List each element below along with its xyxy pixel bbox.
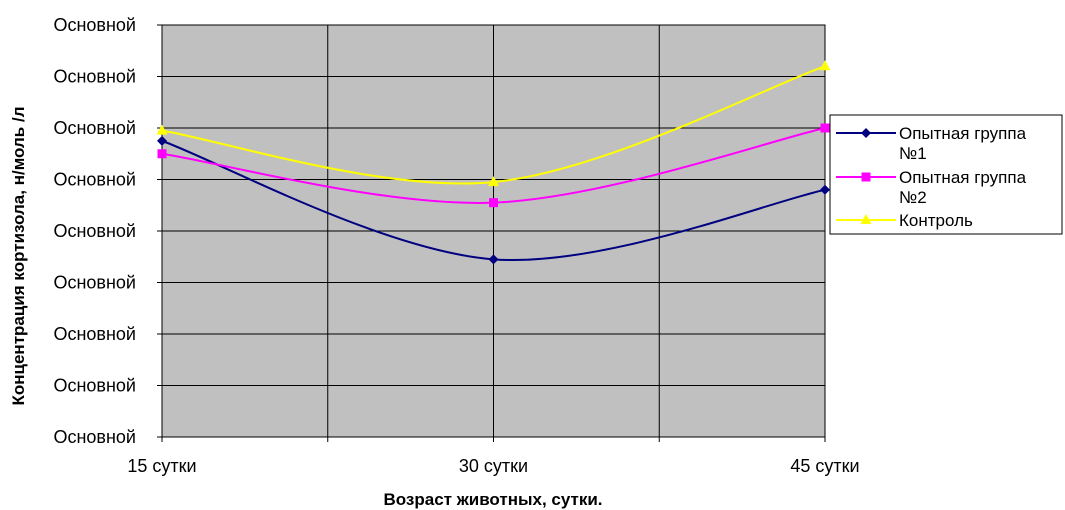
legend-label: Опытная группа №1 <box>899 124 1027 163</box>
x-axis: 15 сутки 30 сутки 45 сутки <box>127 437 860 476</box>
data-point <box>489 198 498 208</box>
x-tick-label: 15 сутки <box>127 456 196 476</box>
y-axis-title: Концентрация кортизола, н/моль /л <box>9 106 28 405</box>
legend-marker <box>861 128 871 138</box>
data-point <box>156 124 168 135</box>
data-point <box>488 254 499 265</box>
legend-item-3: Контроль <box>836 211 973 230</box>
y-tick-label: Основной <box>53 15 136 35</box>
series-2 <box>157 123 830 208</box>
legend: Опытная группа №1 Опытная группа №2 Контроль <box>829 114 1063 235</box>
y-tick-label: Основной <box>53 376 136 396</box>
y-tick-label: Основной <box>53 221 136 241</box>
y-tick-label: Основной <box>53 427 136 447</box>
grid <box>162 25 825 437</box>
x-tick-label: 45 сутки <box>790 456 859 476</box>
legend-item-1: Опытная группа №1 <box>836 124 1027 163</box>
x-axis-title: Возраст животных, сутки. <box>383 490 602 509</box>
series-group <box>156 60 831 265</box>
x-tick-label: 30 сутки <box>459 456 528 476</box>
data-point <box>819 60 831 71</box>
series-3 <box>156 60 831 187</box>
y-tick-label: Основной <box>53 67 136 87</box>
y-tick-label: Основной <box>53 273 136 293</box>
y-tick-label: Основной <box>53 118 136 138</box>
legend-label: Контроль <box>899 211 973 230</box>
data-point <box>157 135 167 146</box>
y-axis: Основной Основной Основной Основной Основной… <box>53 15 162 447</box>
data-point <box>157 149 167 159</box>
legend-marker <box>860 214 872 224</box>
data-point <box>820 123 830 133</box>
y-tick-label: Основной <box>53 324 136 344</box>
legend-label: Опытная группа №2 <box>899 168 1027 207</box>
legend-marker <box>861 172 871 182</box>
series-1 <box>157 135 830 265</box>
legend-item-2: Опытная группа №2 <box>836 168 1027 207</box>
data-point <box>488 176 499 187</box>
y-tick-label: Основной <box>53 170 136 190</box>
data-point <box>820 184 830 195</box>
